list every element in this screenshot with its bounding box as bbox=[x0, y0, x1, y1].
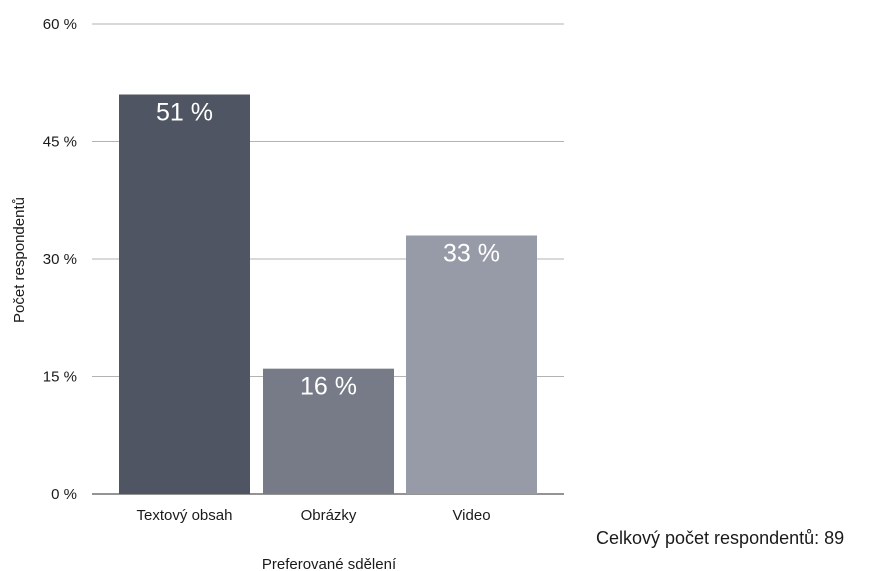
y-tick-labels: 0 % 15 % 30 % 45 % 60 % bbox=[43, 16, 77, 503]
bar bbox=[119, 94, 250, 494]
bar-value-label: 16 % bbox=[300, 373, 357, 401]
bar bbox=[263, 368, 394, 494]
y-tick-label: 45 % bbox=[43, 134, 77, 151]
bar-value-label: 33 % bbox=[443, 240, 500, 268]
y-tick-label: 60 % bbox=[43, 16, 77, 33]
x-category-labels: Textový obsah Obrázky Video bbox=[137, 507, 491, 524]
x-category-label: Textový obsah bbox=[137, 507, 233, 524]
x-category-label: Video bbox=[452, 507, 490, 524]
bar bbox=[406, 235, 537, 494]
bar-value-label: 51 % bbox=[156, 99, 213, 127]
y-tick-label: 30 % bbox=[43, 251, 77, 268]
x-axis-title: Preferované sdělení bbox=[262, 556, 397, 571]
y-axis-title: Počet respondentů bbox=[11, 197, 28, 323]
bars: 51 % 16 % 33 % bbox=[119, 94, 537, 494]
y-tick-label: 15 % bbox=[43, 369, 77, 386]
total-respondents-note: Celkový počet respondentů: 89 bbox=[596, 528, 845, 548]
x-category-label: Obrázky bbox=[301, 507, 357, 524]
y-tick-label: 0 % bbox=[51, 486, 77, 503]
